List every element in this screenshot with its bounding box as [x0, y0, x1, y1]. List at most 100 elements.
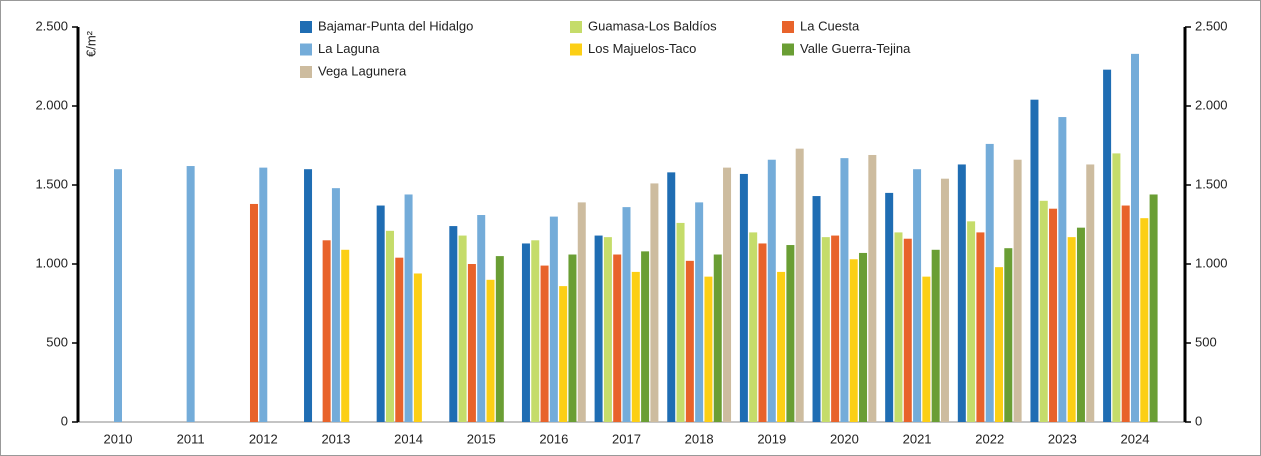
bar: [631, 271, 640, 422]
bar: [376, 205, 385, 422]
bar: [713, 254, 722, 422]
bar: [1121, 205, 1130, 422]
bar: [1058, 117, 1067, 422]
y2-tick-label: 2.000: [1195, 97, 1228, 112]
bar: [685, 260, 694, 422]
bar: [786, 245, 795, 422]
bar: [1086, 164, 1095, 422]
bar: [404, 194, 413, 422]
legend-label: Guamasa-Los Baldíos: [588, 18, 717, 33]
x-tick-label: 2020: [830, 431, 859, 446]
y2-tick-label: 0: [1195, 413, 1202, 428]
bar: [259, 167, 268, 422]
bar: [549, 216, 558, 422]
bar: [1112, 153, 1121, 422]
bar: [331, 188, 340, 422]
y2-tick-label: 1.500: [1195, 176, 1228, 191]
y-tick-label: 500: [46, 334, 68, 349]
x-tick-label: 2016: [539, 431, 568, 446]
bar: [322, 240, 331, 422]
x-tick-label: 2011: [177, 431, 205, 446]
y-tick-label: 2.000: [35, 97, 68, 112]
y-tick-label: 1.000: [35, 255, 68, 270]
bar: [531, 240, 540, 422]
bar: [704, 276, 713, 422]
legend-swatch: [782, 21, 794, 33]
bar: [739, 173, 748, 422]
bar: [913, 169, 922, 422]
bar: [1049, 208, 1058, 422]
y2-tick-label: 500: [1195, 334, 1217, 349]
bar: [449, 226, 458, 422]
bar: [467, 264, 476, 422]
bar: [540, 265, 549, 422]
x-tick-label: 2010: [104, 431, 133, 446]
x-tick-label: 2019: [757, 431, 786, 446]
bar: [795, 148, 804, 422]
bar: [486, 279, 495, 422]
bar: [749, 232, 758, 422]
bar: [641, 251, 650, 422]
bar: [1131, 53, 1139, 423]
bar: [385, 230, 394, 422]
bar: [903, 238, 912, 422]
y2-tick-label: 2.500: [1195, 18, 1228, 33]
bar: [1030, 99, 1039, 423]
bar: [395, 257, 404, 422]
bar: [1004, 248, 1013, 422]
x-tick-label: 2022: [975, 431, 1004, 446]
bar: [868, 154, 877, 423]
bar: [676, 222, 685, 422]
bar: [931, 249, 940, 422]
bar: [885, 192, 894, 422]
bar: [650, 183, 659, 422]
x-tick-label: 2023: [1048, 431, 1077, 446]
bar: [859, 252, 868, 422]
bar: [967, 221, 976, 422]
x-tick-label: 2012: [249, 431, 278, 446]
x-tick-label: 2014: [394, 431, 423, 446]
legend-swatch: [300, 66, 312, 78]
legend-swatch: [782, 43, 794, 56]
legend-swatch: [300, 43, 312, 56]
bar: [849, 259, 858, 422]
bar: [723, 167, 732, 422]
bar: [304, 169, 313, 422]
bar: [940, 178, 949, 422]
bar: [568, 254, 577, 422]
bar: [559, 286, 568, 422]
x-tick-label: 2021: [903, 431, 932, 446]
bar: [821, 237, 830, 422]
bar: [922, 276, 931, 422]
bar: [758, 243, 767, 422]
bar: [603, 237, 612, 422]
bar: [1149, 194, 1158, 422]
y2-tick-label: 1.000: [1195, 255, 1228, 270]
legend-swatch: [570, 21, 582, 33]
legend-label: La Cuesta: [800, 18, 860, 33]
legend-label: Valle Guerra-Tejina: [800, 41, 911, 56]
y-tick-label: 2.500: [35, 18, 68, 33]
x-tick-label: 2017: [612, 431, 641, 446]
legend-label: Bajamar-Punta del Hidalgo: [318, 18, 473, 33]
bar: [186, 166, 195, 422]
bar: [521, 243, 530, 422]
bar: [341, 249, 350, 422]
bar: [477, 215, 486, 422]
bar: [995, 267, 1004, 422]
legend-label: Vega Lagunera: [318, 63, 407, 78]
bar: [812, 196, 821, 422]
bar: [1103, 69, 1112, 422]
x-tick-label: 2013: [321, 431, 350, 446]
bar: [1039, 200, 1048, 422]
bar: [1076, 227, 1085, 422]
bar: [985, 143, 994, 423]
bar: [1140, 218, 1149, 422]
x-tick-label: 2024: [1121, 431, 1150, 446]
x-tick-label: 2018: [685, 431, 714, 446]
bar: [831, 235, 840, 422]
bar: [594, 235, 603, 422]
bar: [577, 202, 586, 422]
legend-swatch: [300, 21, 312, 33]
bar: [777, 271, 786, 422]
